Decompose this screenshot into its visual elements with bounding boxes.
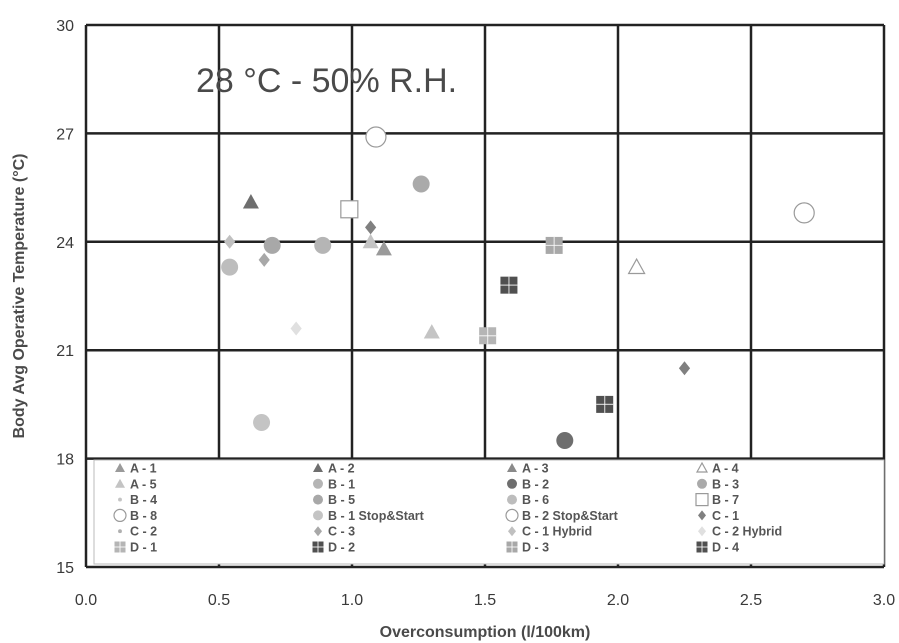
x-tick-label: 2.0 [607, 592, 629, 609]
y-tick-label: 21 [56, 343, 74, 360]
legend-box [93, 459, 885, 565]
x-tick-label: 2.5 [740, 592, 762, 609]
x-tick-label: 0.5 [208, 592, 230, 609]
data-point [556, 432, 574, 450]
legend-marker [507, 478, 517, 489]
legend-label: B - 6 [522, 493, 549, 507]
legend-label: A - 2 [328, 462, 355, 476]
data-point [221, 258, 239, 276]
data-point [479, 327, 497, 345]
legend-marker [695, 493, 709, 507]
legend-marker [508, 526, 516, 537]
x-tick-label: 3.0 [873, 592, 895, 609]
legend-label: C - 1 [712, 509, 739, 523]
legend-marker [696, 541, 708, 553]
legend-label: B - 1 [328, 477, 355, 491]
legend-label: A - 1 [130, 462, 157, 476]
legend-label: D - 1 [130, 541, 157, 555]
y-tick-label: 15 [56, 560, 74, 577]
y-tick-label: 18 [56, 452, 74, 469]
data-point [545, 236, 563, 254]
y-axis-label: Body Avg Operative Temperature (°C) [11, 154, 28, 439]
legend-label: C - 2 Hybrid [712, 525, 782, 539]
legend-marker [313, 510, 323, 521]
legend-marker [312, 541, 324, 553]
legend-label: C - 1 Hybrid [522, 525, 592, 539]
legend-marker [313, 494, 323, 505]
legend-label: B - 4 [130, 493, 157, 507]
condition-annotation: 28 °C - 50% R.H. [196, 62, 457, 100]
legend-label: C - 3 [328, 525, 355, 539]
legend-marker [115, 478, 125, 488]
legend-label: D - 2 [328, 541, 355, 555]
data-point [253, 413, 271, 431]
legend-marker [114, 541, 126, 553]
data-point [263, 236, 281, 254]
data-point [793, 202, 815, 224]
data-point [258, 252, 270, 267]
legend-label: B - 2 Stop&Start [522, 509, 619, 523]
tick-labels: 0.0 0.5 1.0 1.5 2.0 2.5 3.0 15 18 21 24 27 30 [56, 18, 895, 609]
legend-marker [118, 497, 122, 502]
legend-marker [313, 463, 323, 472]
legend-marker [697, 478, 707, 489]
data-point [362, 233, 379, 249]
data-point [596, 395, 614, 413]
x-axis-label: Overconsumption (l/100km) [380, 624, 591, 641]
data-point [340, 200, 359, 219]
data-point [242, 194, 259, 209]
data-point [412, 175, 430, 193]
legend-label: A - 4 [712, 462, 739, 476]
x-tick-label: 0.0 [75, 592, 97, 609]
legend-label: B - 8 [130, 509, 157, 523]
legend-label: D - 3 [522, 541, 549, 555]
y-tick-label: 30 [56, 18, 74, 35]
legend-label: A - 5 [130, 477, 157, 491]
grid-lines [84, 23, 886, 569]
legend-marker [115, 463, 125, 472]
data-point [375, 241, 392, 256]
data-point [290, 321, 302, 336]
legend-label: A - 3 [522, 462, 549, 476]
data-point [224, 234, 236, 249]
data-point [423, 324, 440, 339]
legend-marker [695, 461, 709, 473]
legend-marker [118, 529, 122, 534]
legend-label: B - 1 Stop&Start [328, 509, 425, 523]
data-point [365, 220, 377, 235]
legend-marker [506, 541, 518, 553]
legend-label: B - 2 [522, 477, 549, 491]
legend-marker [314, 526, 322, 537]
legend: A - 1 A - 2 A - 3 A - 4 A - 5 B - 1 B - 2 B - 3… [113, 461, 782, 555]
data-point [314, 236, 332, 254]
legend-label: C - 2 [130, 525, 157, 539]
y-tick-label: 27 [56, 126, 74, 143]
data-point [500, 276, 518, 294]
data-point [365, 126, 387, 148]
legend-marker [505, 508, 519, 523]
legend-marker [698, 510, 706, 521]
legend-marker [698, 526, 706, 537]
data-point [627, 257, 646, 275]
legend-label: D - 4 [712, 541, 739, 555]
data-point [678, 361, 691, 376]
y-tick-label: 24 [56, 235, 74, 252]
x-tick-label: 1.0 [341, 592, 363, 609]
legend-marker [313, 478, 323, 489]
data-points [221, 126, 815, 450]
legend-label: B - 7 [712, 493, 739, 507]
legend-marker [507, 463, 517, 472]
legend-marker [507, 494, 517, 505]
legend-marker [113, 508, 127, 523]
legend-label: B - 5 [328, 493, 355, 507]
x-tick-label: 1.5 [474, 592, 496, 609]
legend-label: B - 3 [712, 477, 739, 491]
